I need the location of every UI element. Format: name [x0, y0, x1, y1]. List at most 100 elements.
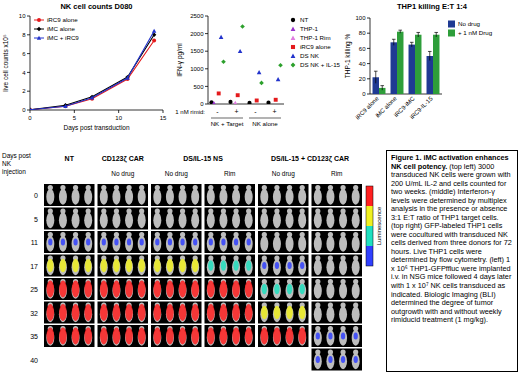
y-tick-label: 8	[22, 32, 26, 38]
mouse-head	[328, 255, 333, 260]
mouse-body	[84, 212, 92, 228]
imaging-panel	[44, 302, 95, 324]
mouse-body	[138, 212, 146, 228]
mouse-head	[114, 208, 119, 213]
mouse-head	[167, 185, 172, 190]
imaging-panel	[312, 349, 363, 371]
mouse-body	[153, 236, 161, 252]
colorbar-frame	[366, 186, 373, 266]
mouse-head	[139, 208, 144, 213]
legend-label: THP-1 Rim	[300, 34, 331, 41]
colorbar-title: Luminescence	[376, 206, 382, 245]
mouse-body	[314, 259, 322, 275]
legend: iRC9 aloneiMC aloneiMC + iRC9	[34, 16, 79, 41]
bli-signal	[261, 328, 306, 345]
y-tick	[27, 34, 30, 35]
mouse-body	[326, 259, 334, 275]
y-tick-label: 1500	[190, 48, 204, 54]
signal-blob	[59, 281, 67, 298]
mouse-body	[326, 330, 334, 346]
legend-label: iMC alone	[47, 25, 75, 32]
mouse-body	[260, 189, 268, 205]
signal-blob	[166, 304, 174, 321]
marker	[152, 29, 156, 33]
mouse-body	[179, 236, 187, 252]
imaging-panel	[258, 278, 309, 300]
mouse-head	[126, 208, 131, 213]
imaging-panel	[98, 255, 149, 277]
bli-signal	[100, 281, 145, 298]
signal-blob	[47, 304, 55, 321]
day-label: 35	[30, 333, 38, 340]
mouse-head	[300, 208, 305, 213]
mouse-body	[273, 236, 281, 252]
y-tick	[205, 68, 208, 69]
mouse-body	[207, 189, 215, 205]
mouse-head	[233, 232, 238, 237]
bli-signal	[100, 328, 145, 345]
signal-blob	[138, 259, 145, 273]
bli-signal	[262, 262, 304, 269]
group-label: NK + Target	[211, 120, 244, 127]
signal-blob	[328, 356, 332, 363]
y-tick-label: 0	[200, 101, 204, 107]
y-tick	[205, 104, 208, 105]
marker	[278, 63, 283, 68]
signal-blob	[179, 281, 187, 298]
day-label: 25	[30, 286, 38, 293]
panel-header: Rim	[331, 170, 343, 177]
mouse-head	[287, 255, 292, 260]
mouse-body	[339, 353, 347, 369]
x-tick-label: -	[216, 108, 219, 115]
y-tick	[367, 78, 370, 79]
imaging-panel	[312, 325, 363, 347]
signal-blob	[246, 260, 251, 270]
x-axis	[30, 110, 163, 111]
mouse-body	[125, 259, 133, 275]
mouse-body	[260, 236, 268, 252]
caption-text: (top left) 3000 transduced NK cells were…	[391, 162, 512, 325]
y-tick-label: 6	[22, 51, 26, 57]
mouse-body	[339, 212, 347, 228]
imaging-panel	[151, 302, 202, 324]
mouse-body	[138, 236, 146, 252]
bli-signal	[47, 328, 92, 345]
mouse-head	[193, 232, 198, 237]
imaging-panel	[205, 184, 256, 206]
mouse-body	[352, 189, 360, 205]
chart-title: NK cell counts D080	[60, 2, 132, 11]
signal-blob	[73, 238, 77, 245]
mouse-head	[221, 185, 226, 190]
mouse-head	[60, 232, 65, 237]
mouse-head	[262, 279, 267, 284]
y-tick	[27, 91, 30, 92]
error-bar	[428, 51, 432, 60]
mouse-body	[100, 212, 108, 228]
signal-blob	[102, 238, 106, 245]
mouse-body	[260, 283, 268, 299]
mouse-body	[207, 259, 215, 275]
mouse-head	[48, 185, 53, 190]
y-tick	[205, 51, 208, 52]
mouse-body	[298, 212, 306, 228]
marker	[228, 100, 232, 104]
y-tick-label: 0	[22, 107, 26, 113]
mouse-head	[221, 232, 226, 237]
signal-blob	[84, 281, 92, 298]
mouse-head	[246, 255, 251, 260]
mouse-head	[155, 185, 160, 190]
mouse-body	[352, 236, 360, 252]
panel-header: No drug	[165, 170, 189, 178]
y-tick	[367, 18, 370, 19]
imaging-panel	[151, 184, 202, 206]
imaging-panel	[98, 231, 149, 253]
signal-blob	[261, 328, 269, 345]
mouse-head	[353, 232, 358, 237]
mouse-body	[339, 236, 347, 252]
mouse-body	[191, 259, 199, 275]
mouse-body	[273, 283, 281, 299]
legend-swatch	[448, 30, 455, 37]
signal-blob	[138, 304, 146, 321]
x-tick-label: 5	[73, 115, 77, 121]
mouse-body	[314, 330, 322, 346]
